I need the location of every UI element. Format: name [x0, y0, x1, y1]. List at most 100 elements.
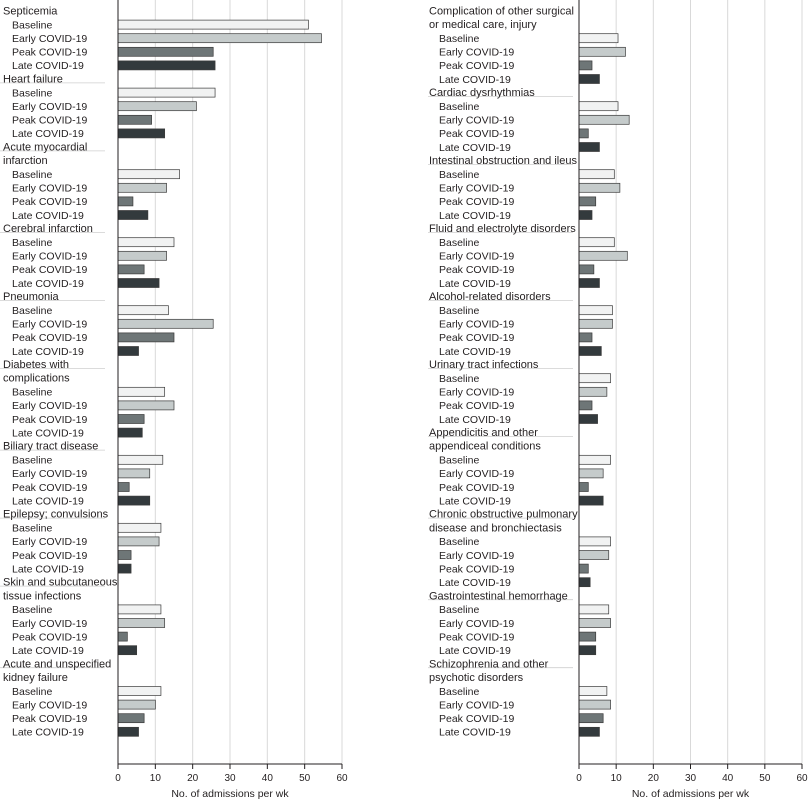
bar-late-covid-19	[578, 577, 591, 588]
bar-late-covid-19	[117, 427, 143, 438]
x-axis-title: No. of admissions per wk	[171, 788, 289, 800]
condition-title: Pneumonia	[3, 291, 60, 303]
bar-peak-covid-19	[117, 114, 152, 125]
bar-peak-covid-19	[117, 550, 132, 560]
period-label: Baseline	[12, 686, 52, 698]
bar-peak-covid-19	[117, 196, 134, 207]
bar-late-covid-19	[578, 414, 598, 424]
bar-late-covid-19	[578, 495, 604, 506]
x-tick-label: 0	[576, 773, 582, 784]
condition-group: Cardiac dysrhythmias Baseline Early COVID-…	[428, 87, 630, 154]
bar-late-covid-19	[578, 726, 600, 737]
condition-group: Urinary tract infections Baseline Early CO…	[428, 359, 611, 426]
period-label: Early COVID-19	[12, 251, 87, 263]
bar-early-covid-19	[578, 618, 611, 628]
bar-peak-covid-19	[578, 713, 604, 724]
bar-early-covid-19	[117, 318, 214, 329]
x-tick-label: 50	[299, 773, 311, 784]
bar-early-covid-19	[578, 114, 630, 125]
bar-baseline	[117, 87, 216, 98]
period-label: Baseline	[12, 237, 52, 249]
bar-peak-covid-19	[117, 46, 214, 57]
condition-title: Skin and subcutaneous	[3, 577, 118, 589]
bar-early-covid-19	[578, 318, 613, 329]
condition-title: Schizophrenia and other	[429, 658, 549, 670]
bar-baseline	[117, 686, 162, 696]
condition-title: Appendicitis and other	[429, 427, 538, 439]
bar-early-covid-19	[117, 250, 167, 261]
period-label: Early COVID-19	[12, 183, 87, 195]
condition-title: Acute and unspecified	[3, 658, 111, 670]
period-label: Early COVID-19	[12, 33, 87, 45]
period-label: Late COVID-19	[12, 563, 84, 575]
period-label: Early COVID-19	[12, 101, 87, 113]
period-label: Peak COVID-19	[439, 631, 514, 643]
bar-baseline	[117, 386, 166, 397]
bar-peak-covid-19	[578, 631, 597, 642]
condition-title: Septicemia	[3, 6, 58, 18]
condition-title: kidney failure	[3, 672, 68, 684]
x-tick-label: 40	[262, 773, 274, 784]
period-label: Early COVID-19	[439, 618, 514, 630]
period-label: Early COVID-19	[12, 400, 87, 412]
condition-title: Acute myocardial	[3, 142, 87, 154]
x-tick-label: 60	[336, 773, 348, 784]
bar-baseline	[117, 19, 309, 30]
period-label: Baseline	[439, 455, 479, 467]
bar-late-covid-19	[117, 495, 151, 506]
period-label: Baseline	[12, 455, 52, 467]
period-label: Early COVID-19	[12, 536, 87, 548]
period-label: Late COVID-19	[12, 727, 84, 739]
bar-late-covid-19	[578, 278, 600, 288]
bar-early-covid-19	[117, 101, 197, 112]
condition-group: Gastrointestinal hemorrhage Baseline Early…	[428, 590, 611, 657]
condition-group: Alcohol-related disorders Baseline Early C…	[428, 291, 613, 358]
period-label: Peak COVID-19	[12, 550, 87, 562]
bar-peak-covid-19	[578, 563, 589, 574]
period-label: Baseline	[439, 237, 479, 249]
bar-early-covid-19	[578, 182, 621, 193]
condition-title: tissue infections	[3, 590, 82, 602]
bar-peak-covid-19	[578, 60, 593, 71]
bar-late-covid-19	[578, 74, 600, 84]
period-label: Early COVID-19	[439, 699, 514, 711]
x-tick-label: 10	[611, 773, 623, 784]
period-label: Baseline	[439, 33, 479, 45]
period-label: Late COVID-19	[12, 210, 84, 222]
bar-early-covid-19	[117, 182, 167, 193]
x-tick-label: 20	[648, 773, 660, 784]
bar-late-covid-19	[117, 645, 138, 656]
bar-early-covid-19	[117, 468, 151, 479]
bar-early-covid-19	[117, 699, 156, 710]
period-label: Early COVID-19	[439, 319, 514, 331]
period-label: Late COVID-19	[439, 645, 511, 657]
x-tick-label: 50	[759, 773, 771, 784]
condition-title: Fluid and electrolyte disorders	[429, 223, 576, 235]
bar-early-covid-19	[117, 33, 322, 44]
bar-baseline	[578, 686, 608, 696]
condition-title: Alcohol-related disorders	[429, 291, 551, 303]
bar-baseline	[117, 522, 162, 533]
condition-title: Complication of other surgical	[429, 6, 574, 18]
condition-title: Epilepsy; convulsions	[3, 509, 109, 521]
period-label: Baseline	[12, 604, 52, 616]
bar-early-covid-19	[578, 386, 608, 397]
period-label: Late COVID-19	[12, 645, 84, 657]
condition-title: Chronic obstructive pulmonary	[429, 509, 578, 521]
period-label: Peak COVID-19	[12, 196, 87, 208]
period-label: Baseline	[12, 523, 52, 535]
condition-group: Intestinal obstruction and ileus Baseline…	[428, 155, 621, 222]
period-label: Baseline	[439, 101, 479, 113]
condition-title: Cardiac dysrhythmias	[429, 87, 535, 99]
bar-late-covid-19	[117, 278, 160, 288]
condition-title: Diabetes with	[3, 359, 69, 371]
x-tick-label: 10	[150, 773, 162, 784]
x-tick-label: 40	[722, 773, 734, 784]
period-label: Peak COVID-19	[12, 115, 87, 127]
period-label: Baseline	[12, 19, 52, 31]
